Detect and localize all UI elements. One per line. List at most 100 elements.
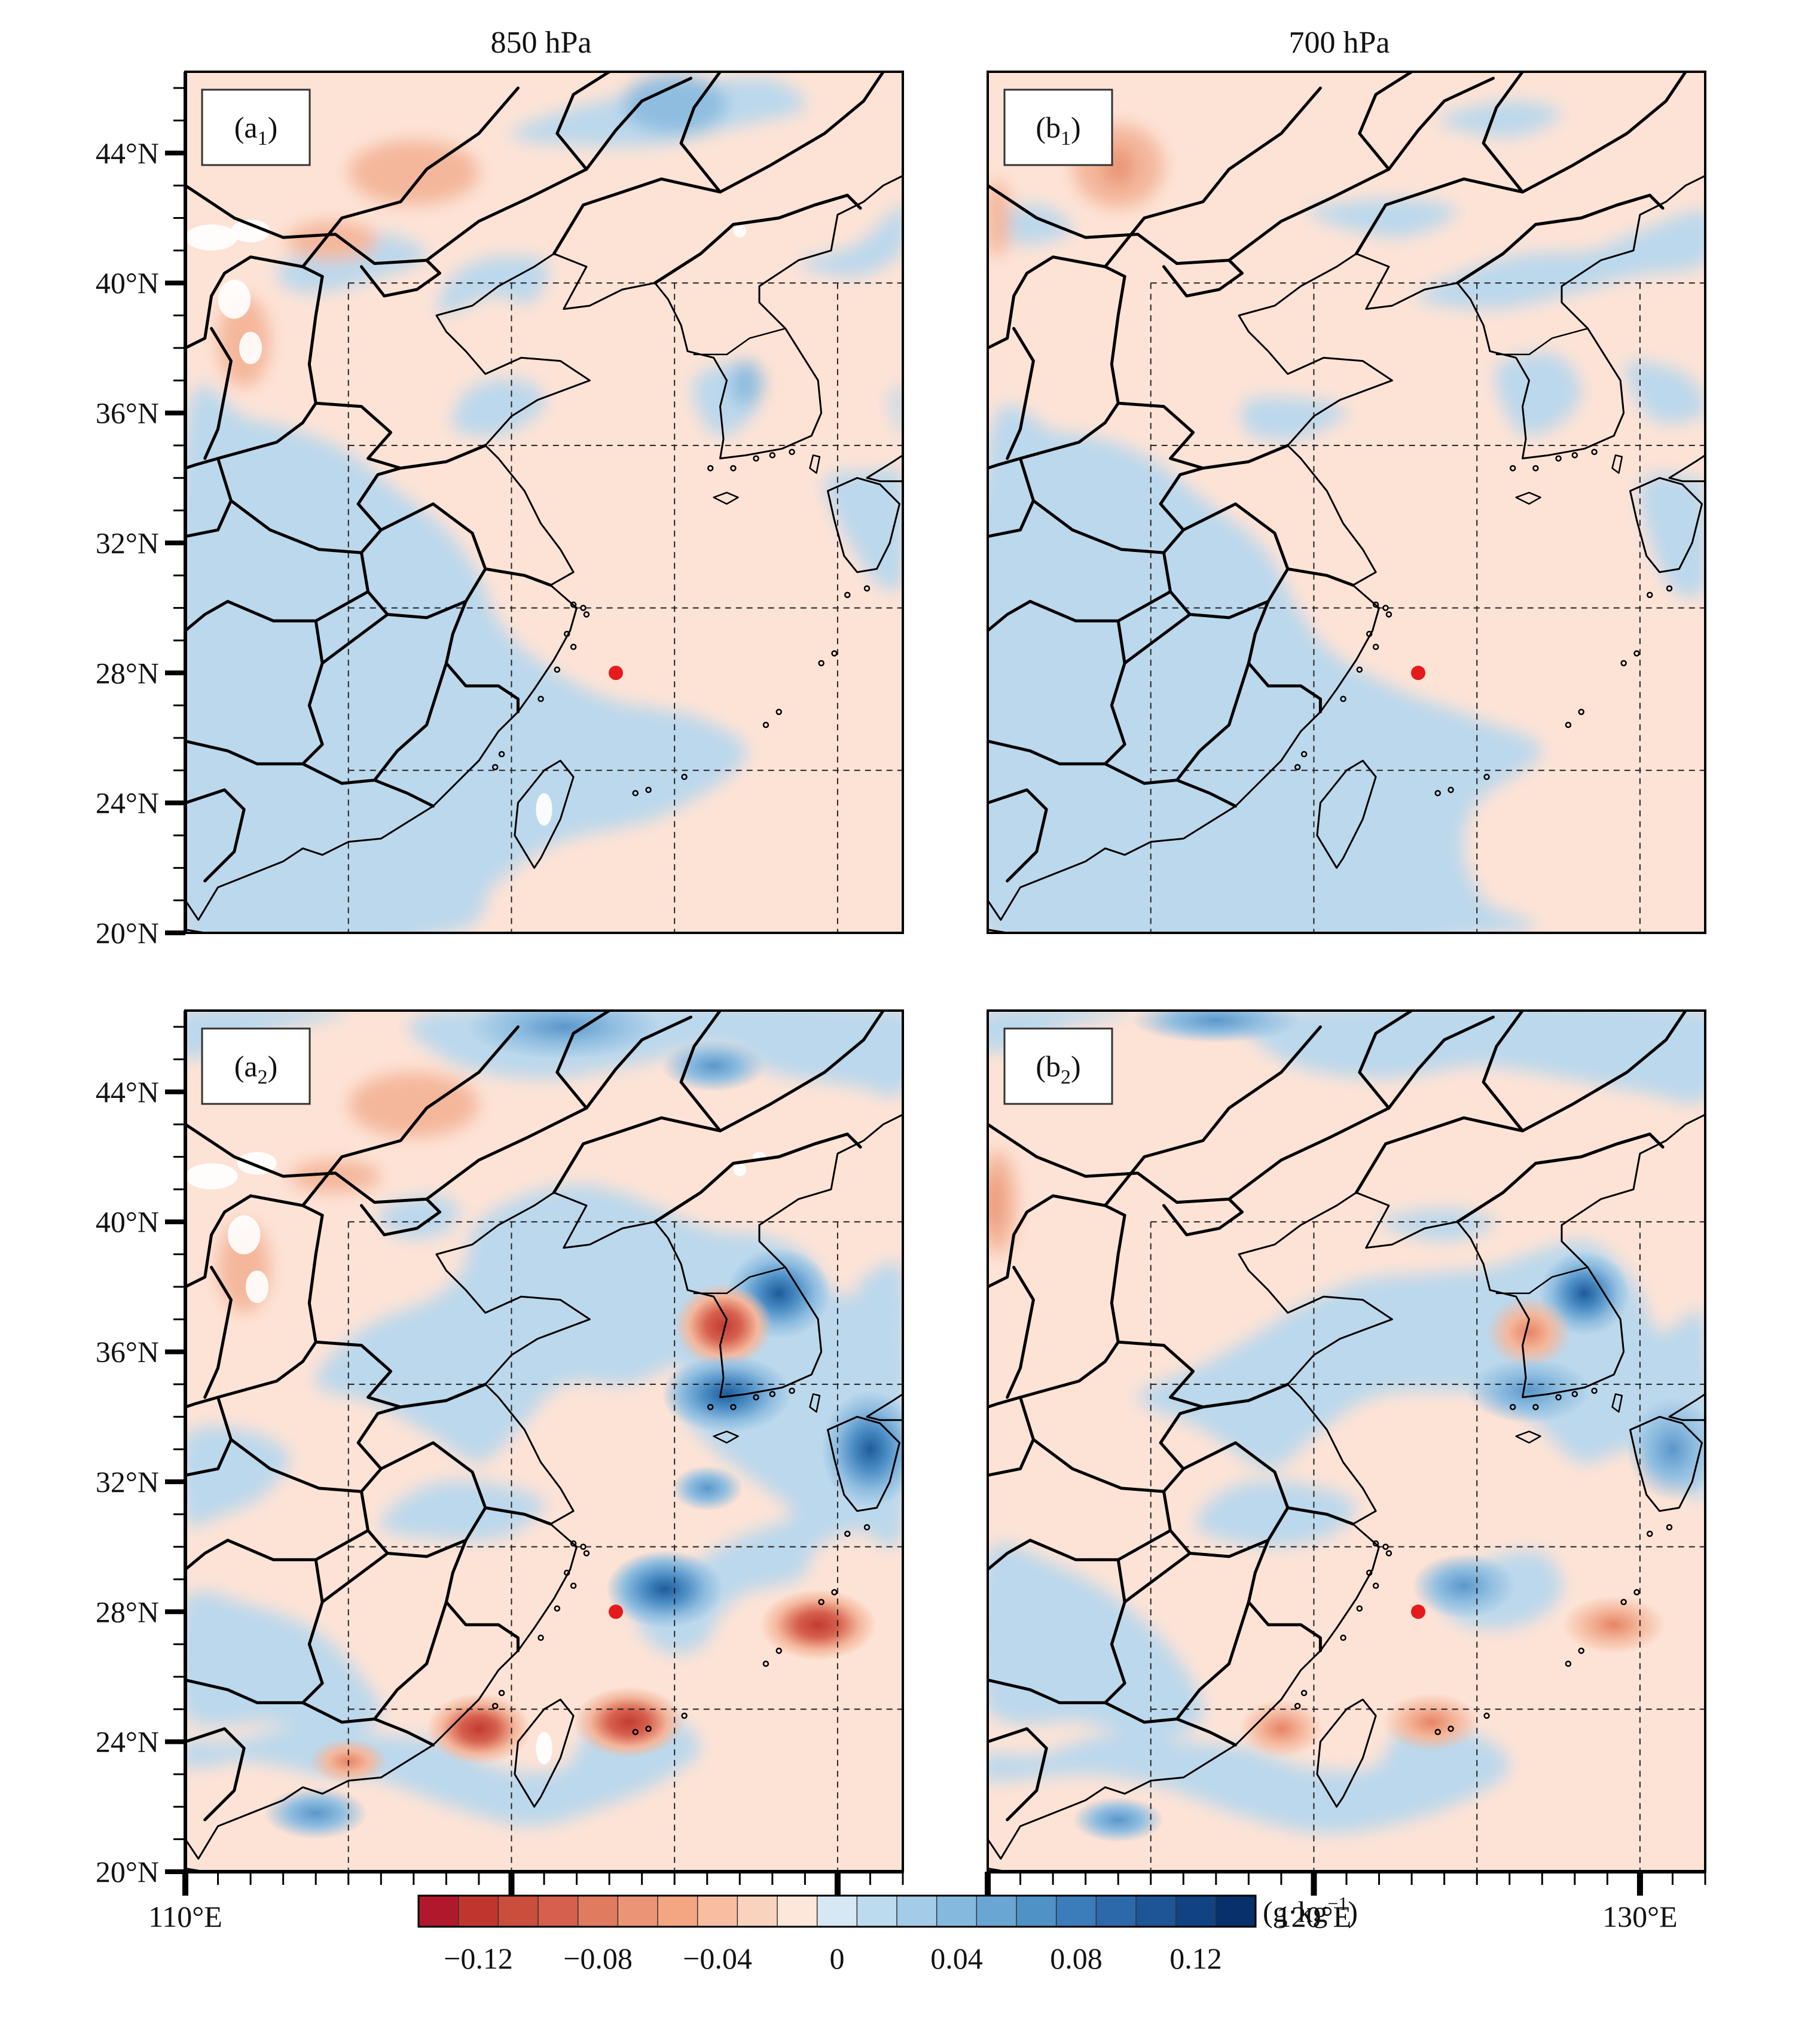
anomaly-patch — [348, 1072, 479, 1137]
island — [538, 695, 544, 703]
province-boundary — [185, 1727, 246, 1821]
province-boundary — [301, 86, 520, 268]
province-boundary — [444, 1539, 520, 1652]
anomaly-center — [1382, 1693, 1480, 1752]
anomaly-region — [185, 385, 747, 933]
island — [762, 1660, 769, 1667]
map-panel-a1: (a1) — [184, 71, 904, 934]
island — [570, 643, 577, 651]
island — [570, 601, 577, 608]
island — [580, 605, 587, 611]
island — [818, 1598, 825, 1606]
island — [1372, 1582, 1379, 1589]
anomaly-center — [1562, 1595, 1666, 1654]
province-boundary — [988, 590, 1172, 633]
lat-tick-label: 44°N — [96, 1075, 159, 1109]
lat-tick-label: 20°N — [96, 1855, 159, 1888]
island — [1532, 465, 1539, 472]
island — [491, 764, 499, 771]
island — [1366, 1569, 1373, 1576]
anomaly-patch — [348, 140, 479, 205]
missing-data-patch — [536, 793, 552, 826]
island — [538, 1634, 544, 1641]
national-boundary — [654, 194, 862, 285]
anomaly-region — [856, 1262, 903, 1380]
province-boundary — [1103, 661, 1250, 785]
province-boundary — [1031, 1405, 1205, 1493]
panel-frame — [987, 71, 1706, 934]
province-boundary — [185, 590, 370, 633]
province-boundary — [301, 661, 448, 785]
coastline-honshu — [866, 454, 903, 483]
colorbar-tick-label: 0 — [830, 1942, 845, 1975]
island — [863, 1524, 871, 1531]
location-marker — [609, 1604, 623, 1619]
anomaly-region — [1626, 361, 1705, 423]
lat-tick-label: 36°N — [96, 396, 159, 430]
anomaly-region — [380, 1481, 545, 1541]
korea-boundary — [1495, 1267, 1589, 1295]
island — [762, 721, 769, 728]
island — [1647, 1530, 1653, 1537]
province-boundary — [1482, 1011, 1524, 1133]
lat-axis-bottom: 44°N 40°N 36°N 32°N 28°N 24°N 20°N — [96, 1011, 187, 1888]
island — [1666, 585, 1673, 592]
colorbar-swatch — [1055, 1895, 1097, 1927]
colorbar-tick-label: −0.12 — [444, 1942, 513, 1975]
island — [1620, 660, 1627, 667]
lat-tick-label: 40°N — [96, 266, 159, 300]
province-boundary — [988, 1015, 1495, 1204]
coastline-tsushima — [1611, 454, 1623, 474]
island — [730, 1403, 737, 1411]
province-boundary — [988, 788, 1048, 883]
lon-tick-label: 130°E — [1602, 1900, 1678, 1933]
province-boundary — [314, 401, 487, 470]
province-boundary — [484, 567, 552, 587]
island — [1372, 601, 1379, 608]
province-boundary — [320, 1552, 389, 1604]
panel-label-box — [201, 1027, 311, 1105]
island — [554, 666, 561, 673]
lat-tick-label: 24°N — [96, 786, 159, 820]
colorbar-tick-label: −0.04 — [683, 1942, 752, 1975]
island — [563, 1569, 570, 1576]
anomaly-center — [1239, 1699, 1324, 1758]
province-boundary — [360, 258, 441, 298]
colorbar-tick-label: 0.08 — [1050, 1942, 1103, 1975]
island — [1555, 1394, 1562, 1400]
island — [1366, 630, 1373, 637]
anomaly-region — [1639, 474, 1705, 598]
coastline-honshu — [1668, 1393, 1705, 1421]
island — [1591, 448, 1598, 456]
colorbar-swatch — [617, 1895, 659, 1927]
lat-tick-label: 28°N — [96, 1595, 159, 1628]
anomaly-region — [1307, 198, 1458, 238]
anomaly-region — [1495, 353, 1581, 436]
colorbar-tick-label: 0.04 — [930, 1942, 983, 1975]
missing-data-patch — [733, 1163, 747, 1177]
coastline-tsushima — [809, 454, 821, 474]
province-boundary — [1247, 600, 1322, 713]
province-boundary — [229, 466, 402, 554]
colorbar-swatch — [1135, 1895, 1177, 1927]
panel-label: (a1) — [234, 111, 278, 149]
geography — [185, 1011, 903, 1872]
island — [632, 1729, 639, 1735]
province-boundary — [301, 1600, 448, 1724]
island — [1571, 1390, 1578, 1398]
anomaly-center — [1486, 1296, 1572, 1368]
province-boundary — [679, 72, 722, 194]
colorbar-swatch — [418, 1895, 459, 1927]
location-marker — [1411, 1604, 1425, 1619]
province-boundary — [444, 600, 520, 713]
anomaly-center — [1072, 1797, 1164, 1843]
province-boundary — [988, 457, 1035, 538]
lat-tick-label: 20°N — [96, 916, 159, 950]
colorbar-swatch — [497, 1895, 539, 1927]
anomaly-center — [1467, 1358, 1592, 1424]
lat-axis-top: 44°N 40°N 36°N 32°N 28°N 24°N 20°N — [96, 72, 187, 950]
island — [681, 1712, 688, 1719]
island — [1578, 1647, 1584, 1654]
island — [863, 585, 871, 592]
island — [1578, 709, 1584, 715]
